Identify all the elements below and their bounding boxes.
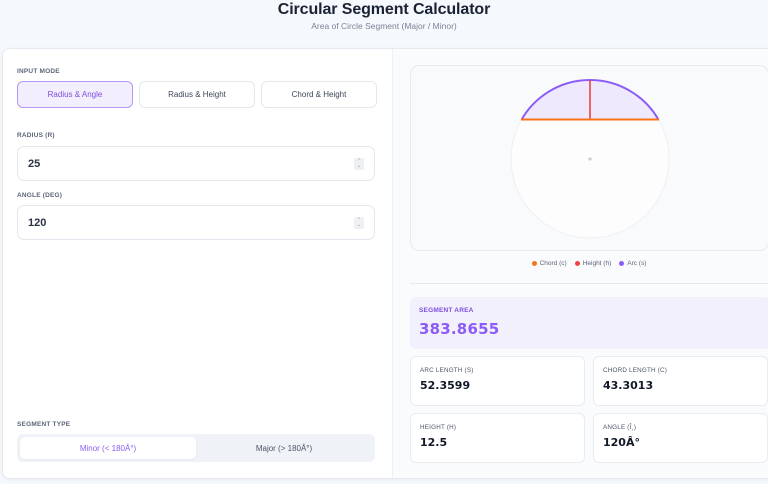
legend-arc-label: Arc (s) bbox=[627, 260, 647, 267]
chevron-down-icon[interactable]: ⌄ bbox=[356, 221, 362, 228]
arc-dot-icon bbox=[619, 261, 625, 266]
angle-label: ANGLE (DEG) bbox=[17, 192, 63, 199]
chevron-up-icon[interactable]: ⌃ bbox=[356, 216, 362, 223]
legend-arc: Arc (s) bbox=[619, 260, 646, 267]
page-subtitle: Area of Circle Segment (Major / Minor) bbox=[311, 21, 457, 31]
segment-area-label: SEGMENT AREA bbox=[419, 307, 474, 314]
arc-length-label: ARC LENGTH (S) bbox=[420, 367, 474, 374]
segment-diagram bbox=[410, 65, 768, 251]
angle-value[interactable]: 120 bbox=[28, 216, 47, 229]
arc-length-value: 52.3599 bbox=[420, 379, 471, 392]
section-divider bbox=[410, 283, 768, 284]
radius-stepper[interactable]: ⌃ ⌄ bbox=[354, 157, 364, 170]
segment-major-option[interactable]: Major (> 180Â°) bbox=[255, 443, 313, 453]
radius-value[interactable]: 25 bbox=[28, 157, 41, 170]
chord-length-label: CHORD LENGTH (C) bbox=[603, 367, 668, 374]
mode-chord-height-button[interactable]: Chord & Height bbox=[261, 81, 377, 108]
mode-radius-angle-button[interactable]: Radius & Angle bbox=[17, 81, 133, 108]
radius-input[interactable]: 25 ⌃ ⌄ bbox=[17, 146, 375, 181]
segment-minor-option[interactable]: Minor (< 180Â°) bbox=[20, 437, 196, 459]
segment-area-value: 383.8655 bbox=[419, 320, 500, 338]
height-value: 12.5 bbox=[420, 436, 448, 449]
page-header: Circular Segment Calculator Area of Circ… bbox=[0, 0, 768, 46]
segment-diagram-svg bbox=[510, 79, 670, 239]
legend-height-label: Height (h) bbox=[582, 260, 612, 267]
page-title: Circular Segment Calculator bbox=[277, 1, 491, 18]
legend-chord-label: Chord (c) bbox=[539, 260, 567, 267]
segment-area-result: SEGMENT AREA 383.8655 bbox=[410, 297, 768, 349]
chord-length-value: 43.3013 bbox=[603, 379, 654, 392]
legend-chord: Chord (c) bbox=[531, 260, 567, 267]
mode-radius-height-button[interactable]: Radius & Height bbox=[139, 81, 255, 108]
results-panel: Chord (c) Height (h) Arc (s) SEGMENT ARE… bbox=[392, 49, 768, 478]
center-point bbox=[588, 157, 592, 161]
legend-height: Height (h) bbox=[574, 260, 612, 267]
chevron-up-icon[interactable]: ⌃ bbox=[356, 157, 362, 164]
diagram-legend: Chord (c) Height (h) Arc (s) bbox=[393, 260, 768, 267]
height-result: HEIGHT (H) 12.5 bbox=[410, 413, 585, 463]
radius-label: RADIUS (R) bbox=[17, 132, 55, 139]
angle-result: ANGLE (Î¸) 120Â° bbox=[593, 413, 768, 463]
input-panel: INPUT MODE Radius & Angle Radius & Heigh… bbox=[3, 49, 392, 478]
chord-dot-icon bbox=[531, 261, 537, 266]
input-mode-label: INPUT MODE bbox=[17, 68, 60, 75]
chord-length-result: CHORD LENGTH (C) 43.3013 bbox=[593, 356, 768, 406]
height-label: HEIGHT (H) bbox=[420, 424, 457, 431]
chevron-down-icon[interactable]: ⌄ bbox=[356, 162, 362, 169]
angle-stepper[interactable]: ⌃ ⌄ bbox=[354, 216, 364, 229]
angle-input[interactable]: 120 ⌃ ⌄ bbox=[17, 205, 375, 240]
height-dot-icon bbox=[574, 261, 580, 266]
angle-result-label: ANGLE (Î¸) bbox=[603, 424, 637, 431]
calculator-card: INPUT MODE Radius & Angle Radius & Heigh… bbox=[2, 48, 768, 479]
segment-type-label: SEGMENT TYPE bbox=[17, 421, 71, 428]
segment-type-toggle: Minor (< 180Â°) Major (> 180Â°) bbox=[17, 434, 375, 462]
input-mode-selector: Radius & Angle Radius & Height Chord & H… bbox=[17, 81, 377, 108]
arc-length-result: ARC LENGTH (S) 52.3599 bbox=[410, 356, 585, 406]
angle-result-value: 120Â° bbox=[603, 436, 640, 449]
